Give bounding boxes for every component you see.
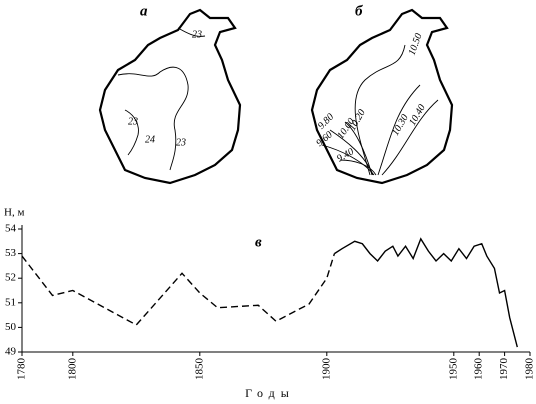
isoline — [329, 129, 374, 176]
map-a: а 23 23 24 23 — [98, 3, 242, 185]
x-tick-label: 1780 — [16, 358, 28, 381]
coastline — [98, 8, 242, 185]
contour-label: 23 — [128, 116, 138, 127]
contour-label: 24 — [145, 134, 155, 145]
isoline — [321, 144, 375, 176]
isoline — [177, 27, 206, 37]
x-tick-label: 1970 — [498, 358, 510, 381]
map-label: а — [140, 3, 148, 19]
isoline — [381, 99, 439, 176]
x-tick-label: 1980 — [524, 358, 536, 381]
y-axis-label: H, м — [4, 207, 24, 219]
map-b: б 10.50 10.20 10.00 9.80 9.60 9.40 10.30… — [310, 3, 454, 185]
x-axis-label: Годы — [245, 386, 295, 400]
y-tick-label: 51 — [5, 296, 16, 308]
x-tick-label: 1950 — [447, 358, 459, 381]
isoline — [117, 66, 189, 171]
level-chart: в H, м Годы 49 50 51 52 53 54 1780 1800 1850 1900… — [4, 207, 536, 400]
x-tick-label: 1960 — [473, 358, 485, 381]
contour-label: 10.40 — [407, 103, 428, 128]
isoline — [377, 84, 421, 176]
y-tick-label: 52 — [5, 272, 16, 284]
x-tick-label: 1850 — [193, 358, 205, 381]
contour-label: 10.30 — [390, 113, 411, 138]
contour-label: 23 — [192, 29, 202, 40]
contour-label: 9.40 — [335, 146, 356, 164]
contour-label: 10.50 — [407, 32, 425, 57]
x-tick-label: 1900 — [320, 358, 332, 381]
isoline — [124, 109, 139, 156]
contour-label: 9.80 — [316, 112, 336, 132]
level-line — [334, 237, 518, 348]
contour-label: 23 — [176, 137, 186, 148]
panel-label: в — [255, 234, 262, 250]
y-tick-label: 53 — [5, 247, 17, 259]
y-tick-label: 49 — [5, 346, 17, 358]
y-tick-label: 50 — [5, 321, 17, 333]
coastline — [310, 8, 454, 185]
isoline — [339, 159, 377, 176]
map-label: б — [355, 3, 363, 19]
y-tick-label: 54 — [5, 223, 17, 235]
x-tick-label: 1800 — [66, 358, 78, 381]
level-line — [21, 253, 336, 326]
